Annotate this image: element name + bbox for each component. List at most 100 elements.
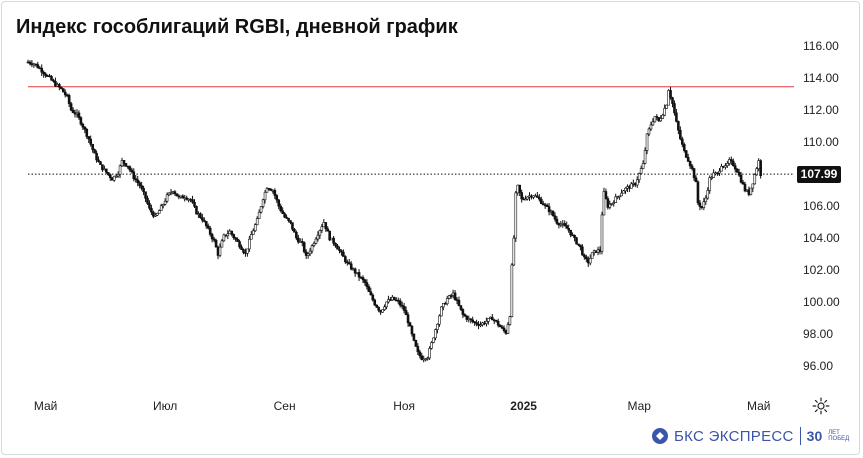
candle-body: [608, 203, 612, 208]
candle-body: [332, 237, 335, 244]
candle-body: [154, 214, 157, 217]
candle-body: [134, 178, 138, 181]
candle-body: [128, 166, 132, 171]
candle-body: [338, 248, 341, 251]
candle-body: [469, 318, 473, 321]
candle-body: [440, 306, 443, 317]
candle-body: [138, 182, 141, 186]
candle-body: [369, 291, 373, 296]
candle-body: [449, 295, 453, 297]
candle-body: [40, 67, 44, 73]
brand-logo: БКС ЭКСПРЕСС 30 ЛЕТ ПОБЕД: [652, 426, 849, 446]
candle-body: [232, 234, 235, 238]
candle-body: [583, 254, 586, 258]
candle-body: [63, 91, 67, 96]
candle-body: [212, 238, 216, 241]
candle-body: [688, 161, 692, 167]
candle-body: [675, 112, 678, 122]
candle-body: [85, 129, 89, 137]
candle-body: [291, 222, 294, 230]
candle-body: [755, 168, 759, 176]
candle-body: [155, 212, 159, 216]
y-tick-label: 114.00: [803, 71, 839, 85]
candle-body: [163, 200, 167, 205]
candle-body: [663, 108, 666, 116]
candle-body: [385, 301, 388, 308]
candle-body: [132, 171, 136, 180]
candle-body: [193, 202, 196, 207]
candle-body: [148, 203, 151, 209]
candle-body: [302, 242, 306, 253]
candle-body: [248, 238, 251, 250]
candle-body: [475, 322, 478, 325]
candle-body: [585, 256, 588, 260]
candle-body: [122, 160, 126, 164]
x-tick-label: Май: [34, 399, 58, 413]
brand-anniversary-sub: ЛЕТ ПОБЕД: [828, 430, 849, 442]
candle-body: [496, 320, 500, 326]
candle-body: [737, 172, 741, 176]
candle-body: [655, 116, 659, 118]
candle-body: [426, 357, 429, 360]
candle-body: [704, 197, 708, 203]
candle-body: [150, 207, 153, 213]
candle-body: [44, 73, 47, 76]
candle-body: [518, 184, 522, 193]
candle-body: [749, 187, 753, 195]
candle-body: [537, 197, 541, 200]
candle-body: [118, 165, 122, 175]
candle-body: [635, 179, 639, 186]
candle-body: [60, 86, 63, 89]
brand-anniversary-sub-2: ПОБЕД: [828, 436, 850, 442]
candle-body: [58, 84, 61, 88]
candle-body: [416, 346, 420, 353]
candle-body: [679, 129, 682, 140]
candle-body: [494, 319, 498, 322]
candle-body: [436, 323, 439, 330]
candle-body: [728, 159, 731, 164]
candle-body: [173, 191, 177, 194]
candle-body: [669, 90, 672, 98]
candle-body: [275, 195, 279, 201]
candle-body: [553, 215, 557, 220]
candle-body: [377, 306, 380, 311]
candle-body: [265, 188, 269, 193]
candle-body: [743, 183, 747, 192]
y-axis: 96.0098.00100.00102.00104.00106.00108.00…: [803, 39, 840, 373]
candle-body: [353, 268, 357, 274]
candle-body: [575, 237, 578, 245]
current-price-label: 107.99: [797, 166, 841, 183]
candle-body: [581, 246, 584, 256]
candle-body: [526, 196, 529, 200]
candle-body: [414, 340, 418, 347]
candle-body: [71, 109, 75, 113]
candle-body: [604, 191, 608, 199]
candle-body: [181, 195, 185, 199]
candle-body: [340, 250, 343, 253]
gear-icon[interactable]: [812, 397, 830, 415]
candle-body: [357, 272, 361, 278]
candle-body: [361, 277, 365, 281]
candle-body: [473, 321, 476, 324]
candle-body: [590, 252, 594, 259]
candle-body: [498, 324, 502, 328]
candle-body: [680, 138, 684, 145]
candle-body: [312, 243, 316, 246]
candle-body: [67, 95, 71, 104]
candle-body: [539, 198, 543, 204]
candle-body: [114, 175, 118, 178]
candle-body: [404, 310, 408, 316]
candle-body: [203, 219, 206, 222]
candle-body: [684, 150, 688, 158]
candle-body: [336, 245, 339, 250]
candle-body: [83, 126, 87, 130]
candle-body: [199, 213, 202, 218]
candle-body: [710, 177, 713, 179]
candle-body: [637, 173, 641, 181]
candle-body: [673, 103, 676, 114]
y-tick-label: 110.00: [803, 135, 839, 149]
candle-body: [567, 228, 570, 231]
candle-body: [718, 170, 721, 174]
candle-body: [206, 225, 210, 229]
